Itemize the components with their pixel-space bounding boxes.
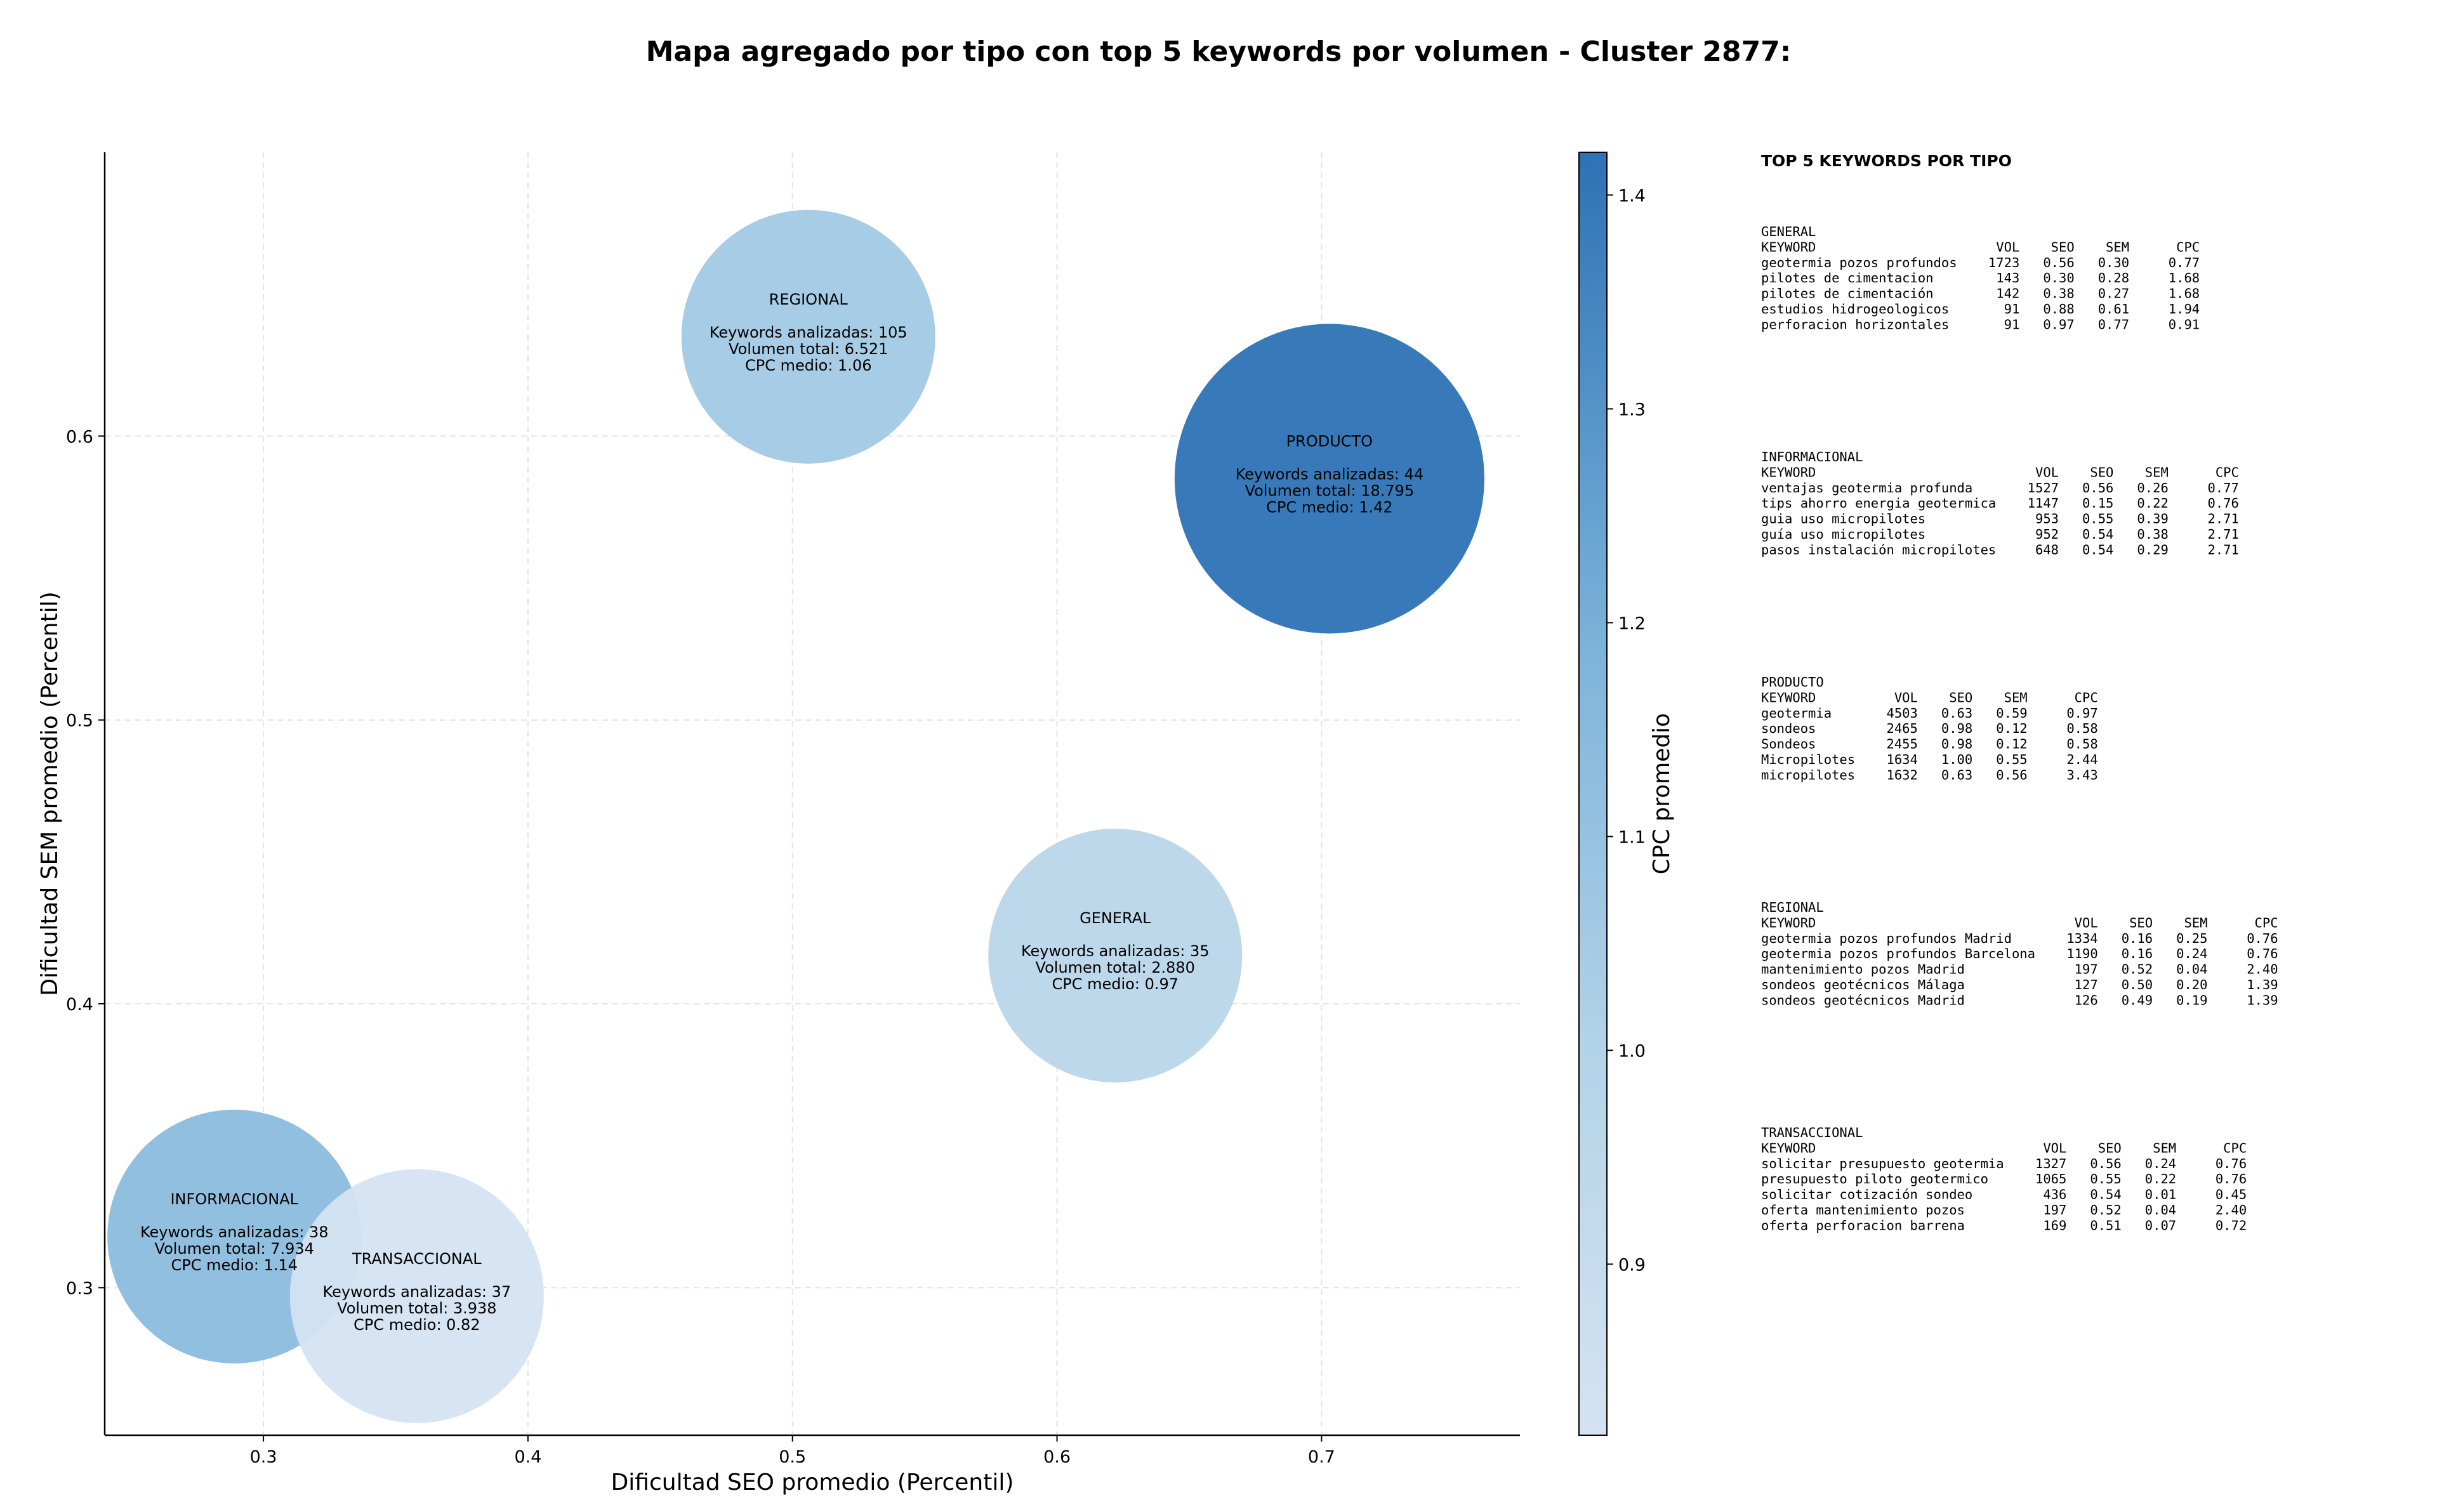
bubble-stat-label: Keywords analizadas: 44 [1236, 465, 1424, 483]
keyword-table-row: estudios hidrogeologicos 91 0.88 0.61 1.… [1761, 301, 2200, 317]
y-ticks: 0.3 0.4 0.5 0.6 [66, 427, 105, 1298]
bubble-name-label: INFORMACIONAL [170, 1190, 298, 1208]
bubbles [107, 209, 1484, 1423]
keyword-table-row: micropilotes 1632 0.63 0.56 3.43 [1761, 767, 2098, 782]
bubble-stat-label: Keywords analizadas: 38 [140, 1223, 329, 1241]
bubble-regional [681, 209, 935, 464]
keyword-table-row: solicitar cotización sondeo 436 0.54 0.0… [1761, 1187, 2247, 1202]
bubble-stat-label: CPC medio: 1.14 [171, 1256, 298, 1274]
bubble-stat-label: CPC medio: 1.06 [745, 357, 872, 374]
keyword-table-row: mantenimiento pozos Madrid 197 0.52 0.04… [1761, 962, 2278, 977]
bubble-stat-label: Keywords analizadas: 105 [710, 324, 908, 341]
colorbar-tick-label: 1.0 [1618, 1041, 1646, 1061]
colorbar-tick-label: 1.3 [1618, 400, 1646, 419]
axes [103, 152, 1520, 1436]
keyword-table-row: oferta mantenimiento pozos 197 0.52 0.04… [1761, 1202, 2247, 1218]
bubble-stat-label: Volumen total: 6.521 [729, 340, 888, 358]
x-tick-label: 0.7 [1308, 1447, 1335, 1467]
colorbar-gradient [1578, 152, 1608, 1436]
bubble-general [988, 828, 1243, 1082]
bubble-name-label: PRODUCTO [1286, 432, 1373, 450]
bubble-producto [1174, 324, 1484, 634]
keyword-table-row: geotermia pozos profundos 1723 0.56 0.30… [1761, 255, 2200, 270]
x-ticks: 0.3 0.4 0.5 0.6 0.7 [250, 1435, 1335, 1467]
bubble-stat-label: Volumen total: 18.795 [1245, 482, 1415, 499]
keyword-table-header: KEYWORD VOL SEO SEM CPC [1761, 464, 2239, 480]
keyword-table-row: perforacion horizontales 91 0.97 0.77 0.… [1761, 317, 2200, 332]
keyword-table-row: Micropilotes 1634 1.00 0.55 2.44 [1761, 752, 2098, 767]
bubble-stat-label: CPC medio: 0.82 [353, 1316, 480, 1334]
keyword-table-row: pilotes de cimentacion 143 0.30 0.28 1.6… [1761, 270, 2200, 286]
x-tick-label: 0.5 [779, 1447, 806, 1467]
bubble-stat-label: Keywords analizadas: 37 [323, 1283, 512, 1301]
keyword-table-row: sondeos 2465 0.98 0.12 0.58 [1761, 721, 2098, 736]
x-tick-label: 0.4 [514, 1447, 541, 1467]
colorbar-tick-label: 1.1 [1618, 827, 1646, 847]
keyword-group-name: TRANSACCIONAL [1761, 1125, 1863, 1140]
keyword-group-name: REGIONAL [1761, 900, 1824, 915]
keyword-table-row: solicitar presupuesto geotermia 1327 0.5… [1761, 1156, 2247, 1171]
y-tick-label: 0.3 [66, 1279, 93, 1298]
x-tick-label: 0.6 [1043, 1447, 1071, 1467]
colorbar-ticks: 0.9 1.0 1.1 1.2 1.3 1.4 [1607, 186, 1646, 1275]
bubble-transaccional [289, 1169, 544, 1423]
keyword-table-row: sondeos geotécnicos Málaga 127 0.50 0.20… [1761, 977, 2278, 992]
colorbar: 0.9 1.0 1.1 1.2 1.3 1.4 CPC promedio [1578, 152, 1675, 1436]
bubble-stat-label: CPC medio: 0.97 [1052, 975, 1179, 993]
keyword-table-row: guia uso micropilotes 953 0.55 0.39 2.71 [1761, 511, 2239, 527]
keyword-table-row: geotermia 4503 0.63 0.59 0.97 [1761, 706, 2098, 721]
keyword-table-header: KEYWORD VOL SEO SEM CPC [1761, 690, 2098, 705]
bubble-name-label: GENERAL [1080, 909, 1151, 927]
keyword-table-row: geotermia pozos profundos Madrid 1334 0.… [1761, 931, 2278, 946]
bubble-stat-label: Volumen total: 2.880 [1036, 959, 1195, 976]
keyword-table-row: ventajas geotermia profunda 1527 0.56 0.… [1761, 480, 2239, 496]
y-tick-label: 0.6 [66, 427, 93, 447]
keyword-table-header: KEYWORD VOL SEO SEM CPC [1761, 915, 2278, 930]
keyword-table-header: KEYWORD VOL SEO SEM CPC [1761, 1140, 2247, 1155]
keyword-table-header: KEYWORD VOL SEO SEM CPC [1761, 239, 2200, 254]
keyword-table-row: pilotes de cimentación 142 0.38 0.27 1.6… [1761, 286, 2200, 301]
bubble-name-label: REGIONAL [769, 291, 849, 308]
keyword-group-name: PRODUCTO [1761, 674, 1824, 690]
bubble-name-label: TRANSACCIONAL [352, 1250, 482, 1268]
x-axis-label: Dificultad SEO promedio (Percentil) [611, 1469, 1014, 1496]
y-tick-label: 0.4 [66, 995, 93, 1015]
keyword-table-row: geotermia pozos profundos Barcelona 1190… [1761, 946, 2278, 961]
bubble-stat-label: Volumen total: 3.938 [337, 1299, 496, 1317]
bubble-stat-label: CPC medio: 1.42 [1266, 498, 1393, 516]
colorbar-tick-label: 0.9 [1618, 1255, 1646, 1275]
bubble-stat-label: Keywords analizadas: 35 [1021, 942, 1210, 960]
keyword-table-row: Sondeos 2455 0.98 0.12 0.58 [1761, 737, 2098, 752]
colorbar-tick-label: 1.2 [1618, 614, 1646, 633]
y-axis-label: Dificultad SEM promedio (Percentil) [37, 591, 63, 996]
keyword-table-row: tips ahorro energia geotermica 1147 0.15… [1761, 496, 2239, 511]
colorbar-label: CPC promedio [1649, 713, 1675, 874]
colorbar-tick-label: 1.4 [1618, 186, 1646, 206]
keyword-table-row: guía uso micropilotes 952 0.54 0.38 2.71 [1761, 527, 2239, 542]
x-tick-label: 0.3 [250, 1447, 277, 1467]
sidebar-title: TOP 5 KEYWORDS POR TIPO [1761, 152, 2012, 170]
keyword-table-row: oferta perforacion barrena 169 0.51 0.07… [1761, 1218, 2247, 1233]
chart-title: Mapa agregado por tipo con top 5 keyword… [646, 36, 1792, 68]
keyword-table-row: sondeos geotécnicos Madrid 126 0.49 0.19… [1761, 992, 2278, 1008]
y-tick-label: 0.5 [66, 711, 93, 731]
keyword-group-name: GENERAL [1761, 224, 1816, 239]
keyword-table-row: pasos instalación micropilotes 648 0.54 … [1761, 542, 2239, 557]
bubble-stat-label: Volumen total: 7.934 [155, 1240, 314, 1258]
keyword-table-row: presupuesto piloto geotermico 1065 0.55 … [1761, 1171, 2247, 1187]
keyword-group-name: INFORMACIONAL [1761, 449, 1863, 464]
